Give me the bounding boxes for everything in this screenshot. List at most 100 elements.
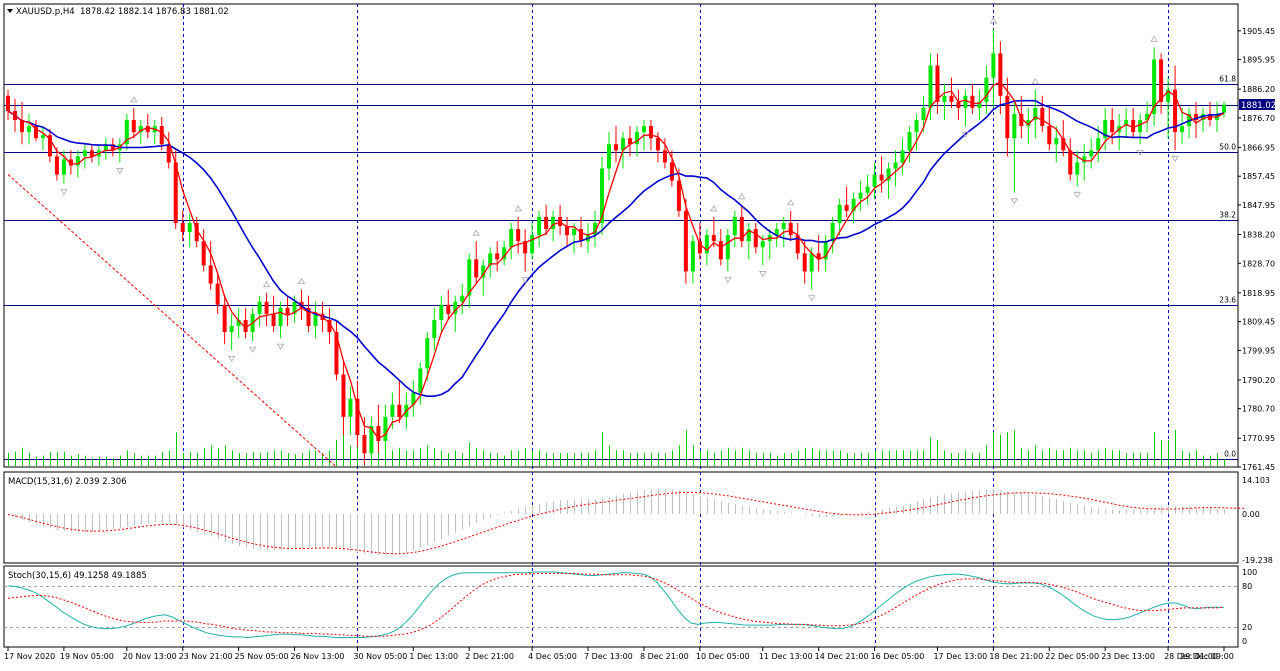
candle-body: [991, 53, 996, 78]
candle: [690, 235, 695, 284]
candle-body: [61, 159, 66, 175]
candle-body: [1138, 120, 1143, 133]
candle: [439, 295, 444, 333]
candle: [1124, 107, 1129, 139]
fib-level-label: 38.2: [1219, 211, 1236, 220]
time-tick-label: 17 Nov 2020: [4, 652, 55, 661]
candle: [243, 307, 248, 339]
candle-body: [886, 168, 891, 181]
candle: [1096, 126, 1101, 163]
fractal-up-icon: [738, 193, 746, 200]
candle-body: [271, 313, 276, 326]
candle: [40, 126, 45, 151]
candle: [124, 113, 129, 151]
candle: [453, 295, 458, 333]
candle: [830, 216, 835, 254]
candle: [788, 210, 793, 242]
candle-body: [655, 138, 660, 151]
candle-body: [893, 162, 898, 169]
candle: [844, 186, 849, 217]
candle: [614, 126, 618, 163]
price-tick-label: 1761.45: [1242, 463, 1275, 472]
candle-body: [1145, 113, 1150, 121]
candle-body: [795, 235, 800, 254]
candle-body: [418, 368, 423, 393]
candle: [725, 229, 730, 272]
trend-line-segment[interactable]: [7, 174, 337, 468]
candle-body: [180, 223, 185, 233]
fractal-down-icon: [248, 346, 257, 353]
candle: [872, 162, 877, 199]
candle-body: [82, 150, 87, 157]
candle-body: [26, 126, 31, 133]
fractal-down-icon: [521, 277, 529, 284]
menu-triangle-icon[interactable]: [7, 9, 13, 13]
current-price-label: 1881.02: [1241, 101, 1276, 111]
candle: [306, 295, 311, 333]
stoch-title: Stoch(30,15,6) 49.1258 49.1885: [8, 571, 147, 581]
candle: [194, 216, 199, 248]
macd-tick-label: 0.00: [1242, 510, 1260, 519]
candle: [551, 210, 556, 242]
candle-body: [1019, 113, 1024, 127]
candle-body: [355, 398, 360, 436]
candle: [942, 83, 947, 121]
time-tick-label: 29 Dec 09:00: [1180, 652, 1234, 661]
candle-body: [725, 235, 730, 260]
price-tick-label: 1790.20: [1242, 376, 1275, 385]
candle-body: [474, 259, 479, 278]
main-panel-frame: [3, 3, 1239, 468]
candle-body: [201, 241, 206, 266]
candle: [1012, 101, 1017, 193]
candle-body: [292, 301, 297, 314]
candle: [236, 307, 241, 339]
candle-body: [194, 223, 199, 242]
candle: [523, 229, 528, 272]
candle: [201, 229, 206, 272]
candle-body: [732, 216, 737, 236]
time-tick-label: 10 Dec 05:00: [696, 652, 750, 661]
price-tick-label: 1866.95: [1242, 143, 1275, 152]
fast-moving-average-line: [7, 81, 1225, 440]
candle-body: [1033, 107, 1038, 121]
candle-body: [844, 204, 849, 211]
time-tick-label: 20 Nov 13:00: [123, 652, 177, 661]
candle-body: [1005, 95, 1010, 139]
price-tick-label: 1905.45: [1242, 27, 1275, 36]
candle: [355, 380, 360, 448]
slow-moving-average-line: [7, 99, 1225, 398]
fractal-down-icon: [1010, 198, 1019, 205]
candle-body: [1222, 104, 1226, 113]
candle: [956, 89, 961, 121]
candle: [257, 295, 262, 326]
time-tick-label: 18 Dec 21:00: [989, 652, 1043, 661]
candle: [802, 241, 807, 284]
candle-body: [313, 313, 318, 326]
candle-body: [390, 404, 395, 417]
candle-body: [460, 295, 465, 302]
candle-body: [669, 162, 674, 181]
candle-body: [907, 132, 912, 151]
macd-signal-line: [7, 492, 1245, 555]
candle-body: [124, 120, 129, 145]
candle-body: [68, 159, 73, 166]
candle: [704, 229, 709, 266]
candle-body: [523, 241, 528, 254]
candle-body: [530, 235, 535, 254]
candle-body: [285, 307, 290, 314]
candle: [593, 210, 598, 248]
fractal-up-icon: [710, 205, 718, 212]
candle-body: [383, 416, 388, 442]
candle: [753, 223, 758, 254]
trend-line[interactable]: [7, 174, 337, 468]
candle: [1054, 126, 1059, 163]
candle-body: [54, 156, 59, 175]
candle-body: [215, 283, 220, 305]
fractal-down-icon: [724, 277, 732, 284]
fractal-arrows: [60, 17, 1179, 363]
candle-body: [1124, 120, 1129, 127]
candle-body: [865, 186, 870, 193]
candle-body: [264, 301, 269, 314]
